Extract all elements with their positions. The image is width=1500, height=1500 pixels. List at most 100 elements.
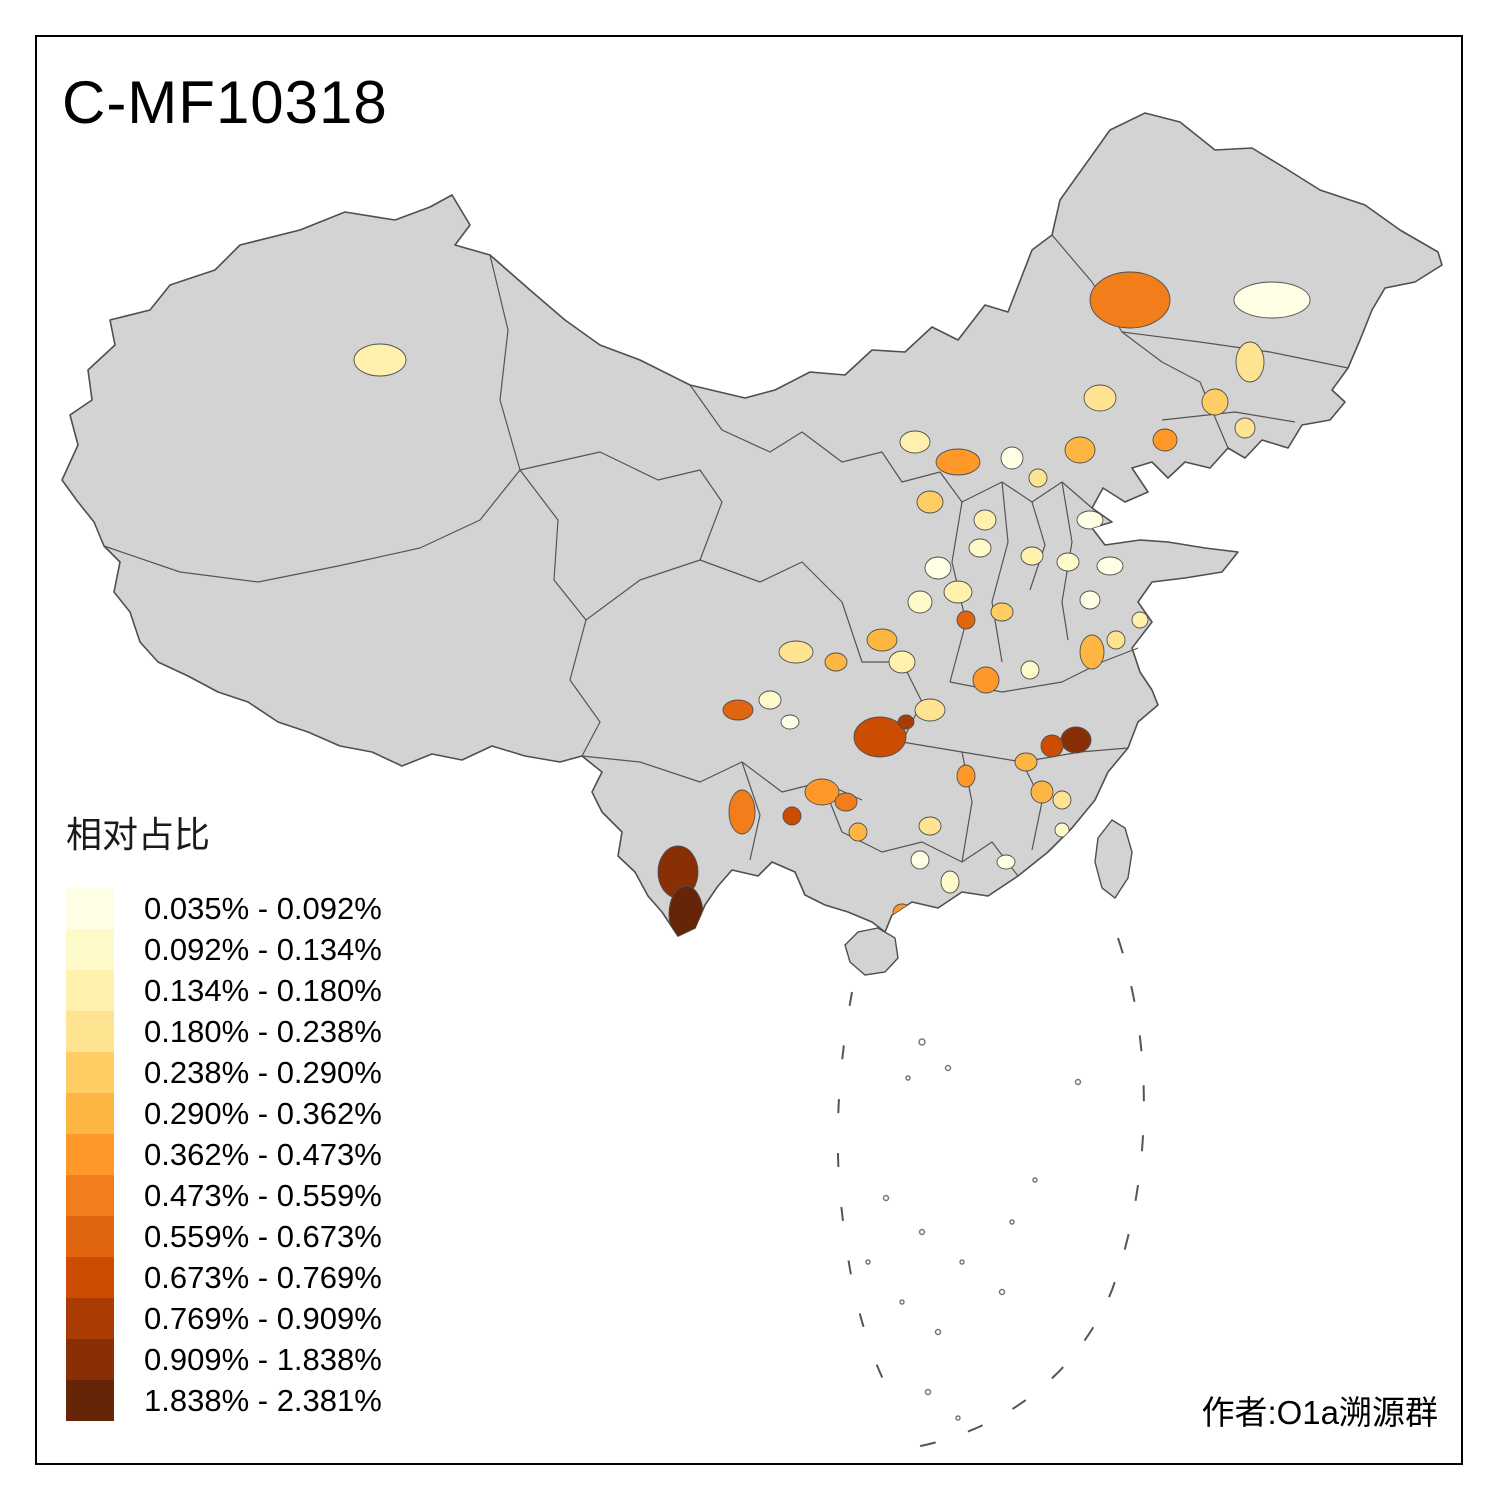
legend-swatch xyxy=(66,1257,114,1298)
legend-label: 0.362% - 0.473% xyxy=(144,1136,382,1172)
map-region xyxy=(1052,790,1072,810)
legend-row: 0.238% - 0.290% xyxy=(66,1052,382,1093)
legend-row: 0.290% - 0.362% xyxy=(66,1093,382,1134)
legend-label: 0.238% - 0.290% xyxy=(144,1054,382,1090)
map-region xyxy=(1030,780,1054,804)
map-region xyxy=(1060,726,1092,754)
legend-row: 0.035% - 0.092% xyxy=(66,888,382,929)
map-region xyxy=(758,690,782,710)
map-region xyxy=(1083,384,1117,412)
map-region xyxy=(918,816,942,836)
legend-row: 0.559% - 0.673% xyxy=(66,1216,382,1257)
map-region xyxy=(1131,611,1149,629)
map-region xyxy=(972,666,1000,694)
legend-row: 0.092% - 0.134% xyxy=(66,929,382,970)
map-region xyxy=(935,448,981,476)
sea-islands xyxy=(865,1038,1082,1421)
legend-row: 0.473% - 0.559% xyxy=(66,1175,382,1216)
map-region xyxy=(866,628,898,652)
map-region xyxy=(834,792,858,812)
map-region xyxy=(1020,546,1044,566)
map-region xyxy=(1079,634,1105,670)
map-region xyxy=(782,806,802,826)
map-region xyxy=(353,343,407,377)
map-region xyxy=(780,714,800,730)
map-region xyxy=(899,430,931,454)
map-region xyxy=(1056,552,1080,572)
legend-label: 0.673% - 0.769% xyxy=(144,1259,382,1295)
map-region xyxy=(910,850,930,870)
legend-rows: 0.035% - 0.092% 0.092% - 0.134% 0.134% - 0… xyxy=(66,888,382,1421)
map-region xyxy=(940,870,960,894)
attribution: 作者:O1a溯源群 xyxy=(1201,1394,1438,1431)
map-region xyxy=(968,538,992,558)
map-region xyxy=(1234,417,1256,439)
hainan-island xyxy=(844,927,899,976)
map-region xyxy=(728,789,756,835)
map-region xyxy=(778,640,814,664)
legend-row: 0.769% - 0.909% xyxy=(66,1298,382,1339)
map-region xyxy=(824,652,848,672)
legend-swatch xyxy=(66,1011,114,1052)
legend-swatch xyxy=(66,1093,114,1134)
legend-swatch xyxy=(66,1298,114,1339)
map-region xyxy=(1020,660,1040,680)
legend-label: 0.909% - 1.838% xyxy=(144,1341,382,1377)
map-region xyxy=(1089,271,1171,329)
map-region xyxy=(1201,388,1229,416)
map-region xyxy=(1064,436,1096,464)
map-region xyxy=(1096,556,1124,576)
legend-row: 0.909% - 1.838% xyxy=(66,1339,382,1380)
map-region xyxy=(996,854,1016,870)
map-region xyxy=(1233,281,1311,319)
legend-row: 0.134% - 0.180% xyxy=(66,970,382,1011)
map-region xyxy=(1152,428,1178,452)
map-region xyxy=(1106,630,1126,650)
map-region xyxy=(956,764,976,788)
map-region xyxy=(1112,523,1132,541)
legend-row: 0.673% - 0.769% xyxy=(66,1257,382,1298)
map-region xyxy=(853,716,907,758)
map-region xyxy=(1235,341,1265,383)
legend-label: 0.769% - 0.909% xyxy=(144,1300,382,1336)
map-region xyxy=(943,580,973,604)
legend-label: 0.180% - 0.238% xyxy=(144,1013,382,1049)
legend-swatch xyxy=(66,1134,114,1175)
legend: 相对占比 0.035% - 0.092% 0.092% - 0.134% 0.134… xyxy=(66,806,382,1421)
legend-label: 0.290% - 0.362% xyxy=(144,1095,382,1131)
legend-label: 0.473% - 0.559% xyxy=(144,1177,382,1213)
legend-row: 0.180% - 0.238% xyxy=(66,1011,382,1052)
map-region xyxy=(907,590,933,614)
map-region xyxy=(973,509,997,531)
map-region xyxy=(848,822,868,842)
map-region xyxy=(914,698,946,722)
map-region xyxy=(916,490,944,514)
map-title: C-MF10318 xyxy=(62,69,388,136)
map-region xyxy=(892,903,912,921)
legend-swatch xyxy=(66,1216,114,1257)
legend-row: 0.362% - 0.473% xyxy=(66,1134,382,1175)
map-region xyxy=(804,778,840,806)
legend-label: 0.134% - 0.180% xyxy=(144,972,382,1008)
map-region xyxy=(722,699,754,721)
legend-swatch xyxy=(66,970,114,1011)
legend-row: 1.838% - 2.381% xyxy=(66,1380,382,1421)
map-region xyxy=(1079,590,1101,610)
map-region xyxy=(1014,752,1038,772)
legend-swatch xyxy=(66,1339,114,1380)
legend-label: 0.559% - 0.673% xyxy=(144,1218,382,1254)
map-region xyxy=(990,602,1014,622)
legend-swatch xyxy=(66,1052,114,1093)
legend-label: 0.092% - 0.134% xyxy=(144,931,382,967)
legend-swatch xyxy=(66,1380,114,1421)
legend-title: 相对占比 xyxy=(66,814,211,855)
legend-swatch xyxy=(66,888,114,929)
map-region xyxy=(668,885,704,936)
map-region xyxy=(897,714,915,730)
mainland-china xyxy=(61,112,1443,937)
legend-swatch xyxy=(66,929,114,970)
map-region xyxy=(956,610,976,630)
map-regions xyxy=(353,271,1311,936)
